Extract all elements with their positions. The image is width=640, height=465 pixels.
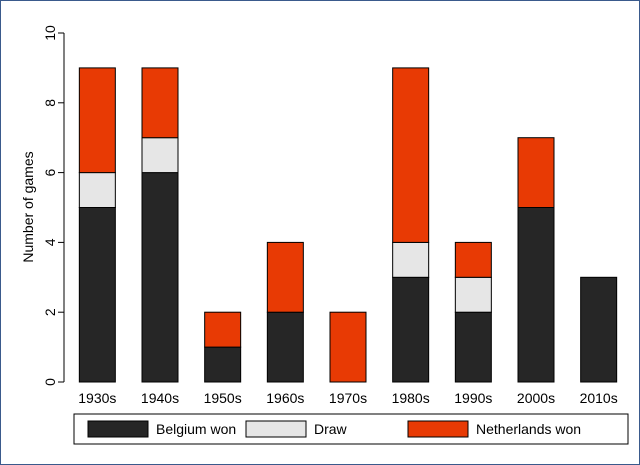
- bar-segment: [266, 311, 304, 383]
- bar-segment: [141, 172, 179, 383]
- legend-label: Draw: [314, 421, 348, 437]
- bar-segment: [204, 311, 242, 348]
- y-ticks: 0 2 4 6 8 10: [42, 25, 64, 386]
- legend-label: Belgium won: [156, 421, 236, 437]
- legend: Belgium won Draw Netherlands won: [73, 413, 629, 445]
- bar-segment: [266, 241, 304, 313]
- y-tick-label: 0: [42, 378, 58, 386]
- y-tick-label: 2: [42, 308, 58, 316]
- bar-segment: [141, 137, 179, 174]
- legend-label: Netherlands won: [476, 421, 581, 437]
- bar-segment: [392, 276, 430, 383]
- x-tick-label: 1950s: [204, 390, 242, 406]
- legend-swatch: [87, 420, 149, 438]
- bar-segment: [204, 346, 242, 383]
- x-tick-labels: 1930s 1940s 1950s 1960s 1970s 1980s 1990s 2000s…: [78, 390, 617, 406]
- bar-segment: [454, 241, 492, 278]
- bar-segment: [329, 311, 367, 383]
- y-axis-title: Number of games: [20, 151, 36, 262]
- bar-segment: [141, 67, 179, 139]
- bar-segment: [78, 207, 116, 383]
- bar-segment: [454, 276, 492, 313]
- legend-swatch: [407, 420, 469, 438]
- bar-segment: [78, 172, 116, 209]
- bar-segment: [392, 67, 430, 243]
- x-tick-label: 1990s: [454, 390, 492, 406]
- x-tick-label: 1940s: [141, 390, 179, 406]
- legend-box: [73, 413, 629, 445]
- bars: [78, 67, 618, 383]
- bar-segment: [517, 137, 555, 208]
- y-tick-label: 8: [42, 99, 58, 107]
- legend-swatch: [245, 420, 307, 438]
- x-tick-label: 1970s: [329, 390, 367, 406]
- y-tick-label: 6: [42, 168, 58, 176]
- x-tick-label: 2000s: [517, 390, 555, 406]
- x-tick-label: 2010s: [580, 390, 618, 406]
- x-tick-label: 1980s: [392, 390, 430, 406]
- y-tick-label: 4: [42, 238, 58, 246]
- bar-segment: [517, 207, 555, 383]
- x-tick-label: 1960s: [266, 390, 304, 406]
- x-tick-label: 1930s: [78, 390, 116, 406]
- bar-segment: [580, 276, 618, 383]
- y-tick-label: 10: [42, 25, 58, 41]
- bar-segment: [454, 311, 492, 383]
- bar-segment: [392, 241, 430, 278]
- bar-segment: [78, 67, 116, 174]
